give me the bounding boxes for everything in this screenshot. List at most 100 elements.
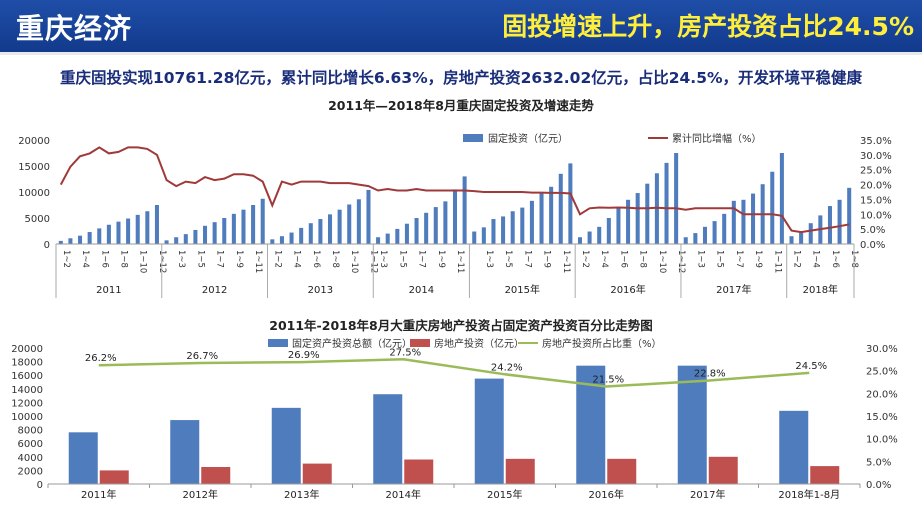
year-label: 2015年 (505, 283, 540, 296)
header-bar: 重庆经济 固投增速上升，房产投资占比24.5% (0, 0, 922, 52)
share-data-label: 21.5% (592, 375, 624, 386)
bar-investment (404, 223, 409, 244)
bar-investment (779, 153, 784, 244)
bar-investment (577, 237, 583, 244)
x-category-label: 2017年 (690, 488, 725, 501)
year-label: 2012 (202, 285, 227, 296)
bar-realestate-investment (302, 463, 332, 484)
x-tick-label: 1~11 (772, 250, 782, 273)
bar-investment (789, 236, 794, 244)
y-left-tick-label: 6000 (18, 439, 43, 450)
bar-investment (799, 231, 804, 244)
bar-investment (827, 206, 832, 244)
x-tick-label: 1~7 (215, 250, 225, 268)
x-tick-label: 1~4 (811, 250, 821, 268)
x-tick-label: 1~7 (734, 250, 744, 268)
bar-investment (847, 187, 852, 244)
bar-total-investment (170, 420, 200, 484)
y-left-tick-label: 4000 (18, 453, 43, 464)
x-tick-label: 1~3 (484, 250, 494, 268)
bar-investment (606, 218, 611, 244)
bar-investment (174, 237, 179, 244)
y-left-tick-label: 20000 (11, 344, 43, 355)
summary-text: 重庆固投实现10761.28亿元，累计同比增长6.63%，房地产投资2632.0… (59, 69, 863, 87)
x-tick-label: 1~9 (234, 250, 244, 268)
bar-realestate-investment (708, 456, 738, 484)
y-left-tick-label: 2000 (18, 466, 43, 477)
y-right-tick-label: 35.0% (860, 136, 892, 147)
bar-investment (731, 200, 736, 244)
bar-investment (279, 236, 284, 244)
y-left-tick-label: 20000 (18, 136, 50, 147)
bar-investment (443, 201, 448, 244)
header-headline: 固投增速上升，房产投资占比24.5% (502, 12, 914, 41)
year-label: 2013 (308, 285, 333, 296)
y-right-tick-label: 20.0% (860, 181, 892, 192)
year-label: 2017年 (716, 283, 751, 296)
bar-realestate-investment (810, 466, 840, 484)
bar-investment (481, 227, 486, 244)
x-tick-label: 1~10 (657, 250, 667, 273)
y-left-tick-label: 0 (44, 240, 50, 251)
share-data-label: 27.5% (389, 347, 421, 358)
bar-investment (472, 231, 477, 244)
y-left-tick-label: 10000 (18, 188, 50, 199)
chart2: 0 2000 4000 6000 8000 10000 12000 14000 16000 180… (11, 337, 898, 501)
bar-investment (251, 205, 256, 244)
y-right-tick-label: 30.0% (866, 344, 898, 355)
bar-investment (318, 219, 323, 244)
x-tick-label: 1~4 (292, 250, 302, 268)
year-label: 2016年 (610, 283, 645, 296)
line-share (98, 358, 810, 388)
bar-investment (337, 209, 342, 244)
x-tick-label: 1~5 (715, 250, 725, 268)
bar-total-investment (677, 365, 707, 484)
y-right-tick-label: 10.0% (866, 435, 898, 446)
bar-investment (722, 213, 727, 244)
y-right-tick-label: 20.0% (866, 389, 898, 400)
bar-investment (741, 199, 746, 244)
x-tick-label: 1~8 (330, 250, 340, 268)
bar-investment (260, 198, 265, 244)
share-data-label: 22.8% (694, 369, 726, 380)
x-tick-label: 1~9 (436, 250, 446, 268)
x-category-label: 2016年 (589, 488, 624, 501)
y-right-tick-label: 10.0% (860, 210, 892, 221)
year-label: 2014 (409, 285, 434, 296)
y-left-tick-label: 5000 (25, 214, 50, 225)
bar-investment (693, 233, 698, 244)
bar-realestate-investment (201, 467, 231, 484)
y-left-tick-label: 12000 (11, 398, 43, 409)
line-growth (59, 146, 850, 234)
bar-investment (549, 186, 554, 244)
bar-investment (674, 153, 679, 244)
year-label: 2018年 (803, 283, 838, 296)
x-tick-label: 1~6 (618, 250, 628, 268)
y-right-tick-label: 5.0% (866, 457, 891, 468)
bar-realestate-investment (404, 459, 434, 484)
bar-investment (510, 211, 515, 244)
bar-investment (145, 211, 150, 244)
bar-investment (645, 183, 650, 244)
legend-label-growth: 累计同比增幅（%） (672, 132, 762, 145)
bar-investment (299, 227, 304, 244)
x-tick-label: 1~5 (397, 250, 407, 268)
bar-investment (558, 173, 563, 244)
bar-realestate-investment (607, 458, 637, 484)
y-left-tick-label: 8000 (18, 426, 43, 437)
bar-investment (212, 222, 217, 244)
bar-investment (87, 232, 92, 244)
year-label: 2011 (96, 285, 121, 296)
x-tick-label: 1~11 (455, 250, 465, 273)
bar-investment (587, 231, 592, 244)
x-tick-label: 1~9 (542, 250, 552, 268)
bar-investment (222, 218, 227, 244)
x-tick-label: 1~10 (138, 250, 148, 273)
bar-investment (270, 239, 275, 244)
bar-total-investment (474, 378, 504, 484)
legend-label-investment: 固定投资（亿元） (488, 132, 568, 145)
x-tick-label: 1~2 (580, 250, 590, 268)
share-data-label: 24.2% (491, 362, 523, 373)
header-title: 重庆经济 (16, 12, 133, 45)
bar-investment (327, 214, 333, 244)
